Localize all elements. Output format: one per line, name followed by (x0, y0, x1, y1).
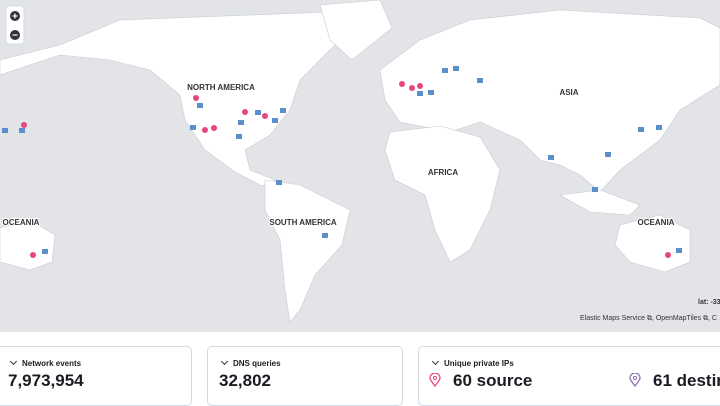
map[interactable]: NORTH AMERICA ASIA AFRICA SOUTH AMERICA … (0, 0, 720, 332)
source-icon (429, 373, 441, 387)
coordinates: lat: -33 (698, 299, 720, 306)
map-label: AFRICA (428, 168, 458, 177)
zoom-controls (5, 5, 25, 45)
attribution-link[interactable]: Elastic Maps Service (580, 315, 645, 322)
stat-panel: DNS queries 32,802 (207, 346, 403, 406)
zoom-in-icon (12, 13, 18, 19)
stat-title[interactable]: Unique private IPs (433, 359, 514, 368)
attribution: Elastic Maps Service ⧉, OpenMapTiles ⧉, … (580, 315, 717, 322)
land (0, 0, 720, 323)
markers (2, 66, 682, 258)
stat-value: 32,802 (219, 371, 271, 390)
attribution-link[interactable]: C (711, 315, 717, 322)
map-label: OCEANIA (638, 218, 675, 227)
map-label: NORTH AMERICA (187, 83, 255, 92)
stat-value: 61 destin (653, 371, 720, 390)
stat-value: 7,973,954 (8, 371, 84, 390)
map-label: SOUTH AMERICA (269, 218, 336, 227)
stat-title[interactable]: Network events (11, 359, 81, 368)
attribution-link[interactable]: OpenMapTiles (655, 315, 702, 322)
stat-panel: Network events 7,973,954 (0, 346, 192, 406)
destination-icon (629, 373, 641, 387)
map-label: ASIA (559, 88, 578, 97)
map-label: OCEANIA (3, 218, 40, 227)
stat-title[interactable]: DNS queries (222, 359, 281, 368)
stat-value: 60 source (453, 371, 533, 390)
stat-panel: Unique private IPs 60 source 61 destin (418, 346, 720, 406)
